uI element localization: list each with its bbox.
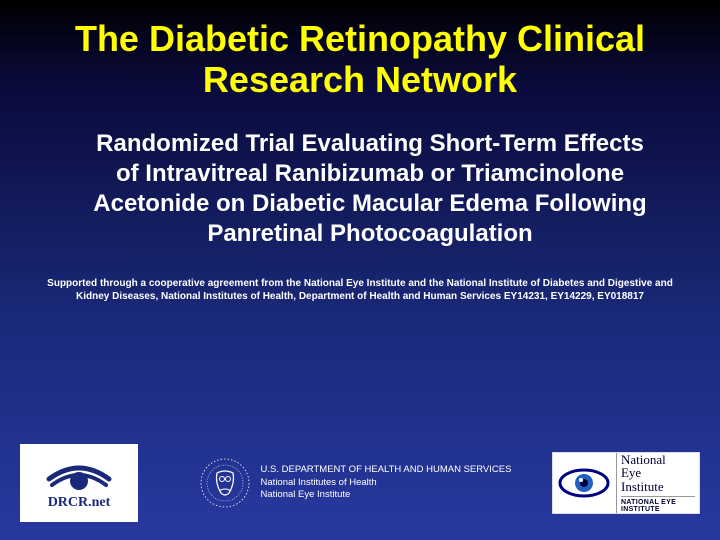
nei-sub: NATIONAL EYE INSTITUTE bbox=[621, 496, 695, 513]
nei-eye-icon bbox=[553, 453, 617, 513]
nei-name3: Institute bbox=[621, 480, 695, 494]
eye-icon bbox=[44, 455, 114, 493]
nei-logo: National Eye Institute NATIONAL EYE INST… bbox=[552, 452, 700, 514]
slide-subtitle: Randomized Trial Evaluating Short-Term E… bbox=[0, 109, 720, 249]
logo-row: DRCR.net U.S. DEPARTMENT OF HEALTH AND H… bbox=[0, 444, 720, 522]
hhs-text: U.S. DEPARTMENT OF HEALTH AND HUMAN SERV… bbox=[261, 464, 512, 502]
support-text: Supported through a cooperative agreemen… bbox=[0, 249, 720, 304]
hhs-line1: U.S. DEPARTMENT OF HEALTH AND HUMAN SERV… bbox=[261, 464, 512, 477]
hhs-seal-icon bbox=[199, 457, 251, 509]
nei-name1: National bbox=[621, 453, 695, 467]
hhs-line2: National Institutes of Health bbox=[261, 477, 512, 490]
drcr-logo: DRCR.net bbox=[20, 444, 138, 522]
hhs-line3: National Eye Institute bbox=[261, 489, 512, 502]
hhs-group: U.S. DEPARTMENT OF HEALTH AND HUMAN SERV… bbox=[199, 457, 512, 509]
slide-title: The Diabetic Retinopathy Clinical Resear… bbox=[0, 0, 720, 109]
drcr-label: DRCR.net bbox=[48, 495, 111, 511]
nei-text: National Eye Institute NATIONAL EYE INST… bbox=[617, 453, 699, 513]
nei-name2: Eye bbox=[621, 466, 695, 480]
